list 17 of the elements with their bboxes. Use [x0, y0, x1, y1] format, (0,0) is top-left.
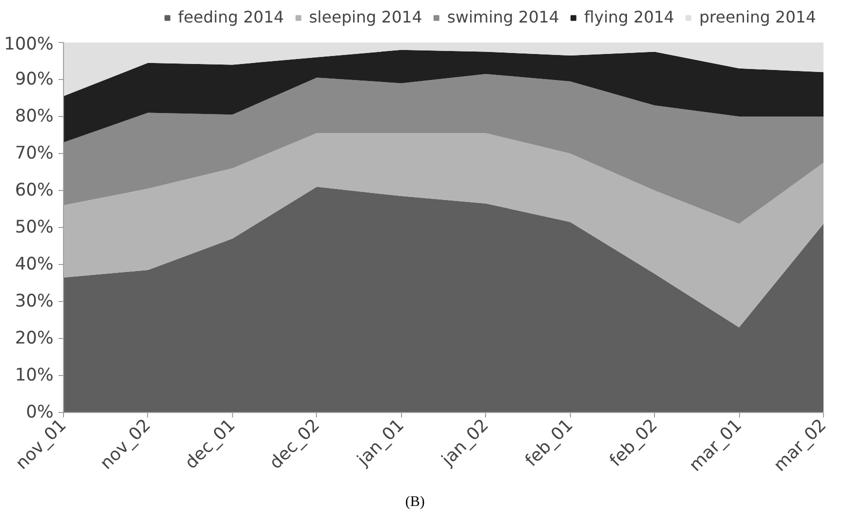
y-tick-label: 40% [14, 254, 54, 274]
y-tick-label: 90% [14, 70, 54, 90]
legend-label: preening 2014 [699, 8, 816, 26]
y-tick-label: 80% [14, 106, 54, 126]
y-tick-label: 60% [14, 180, 54, 200]
y-tick-label: 30% [14, 292, 54, 312]
y-tick-label: 10% [14, 366, 54, 386]
y-tick-label: 0% [26, 402, 54, 422]
text: (B) [405, 493, 425, 512]
y-tick-label: 100% [4, 34, 54, 54]
y-tick-label: 20% [14, 328, 54, 348]
legend-label: sleeping 2014 [308, 8, 422, 26]
legend-label: feeding 2014 [178, 8, 284, 26]
y-tick-label: 50% [14, 218, 54, 238]
y-tick-label: 70% [14, 144, 54, 164]
legend-label: swiming 2014 [447, 8, 560, 26]
legend-label: flying 2014 [584, 8, 674, 26]
